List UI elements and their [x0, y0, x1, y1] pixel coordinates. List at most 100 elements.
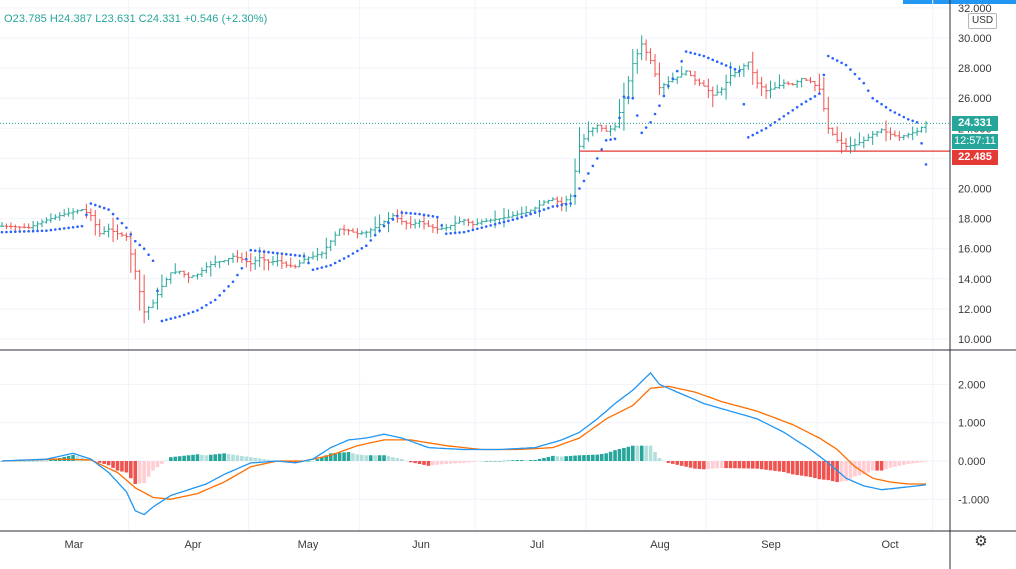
- macd-histogram-bar: [431, 461, 435, 466]
- macd-histogram-bar: [626, 446, 631, 461]
- macd-histogram-bar: [524, 460, 528, 461]
- sar-dot: [893, 111, 897, 114]
- ohlc-bar: [115, 224, 120, 240]
- ohlc-bar: [590, 127, 595, 137]
- sar-dot: [40, 229, 44, 233]
- sar-dot: [595, 157, 599, 160]
- ohlc-bar: [741, 63, 746, 77]
- ohlc-bar: [350, 228, 355, 233]
- macd-histogram-bar: [75, 456, 80, 461]
- ohlc-bar: [53, 214, 58, 220]
- macd-histogram-bar: [391, 457, 395, 461]
- macd-histogram-bar: [679, 461, 684, 466]
- sar-dot: [431, 215, 435, 218]
- time-tick-label: Aug: [650, 539, 670, 551]
- macd-histogram-bar: [502, 460, 506, 462]
- sar-dot: [560, 203, 564, 207]
- sar-dot: [707, 56, 710, 60]
- macd-histogram-bar: [320, 457, 324, 461]
- macd-histogram-bar: [71, 454, 75, 461]
- price-tick-label: 26.000: [958, 93, 992, 105]
- macd-histogram-bar: [773, 461, 777, 471]
- macd-histogram-bar: [133, 461, 138, 484]
- macd-histogram-bar: [533, 460, 537, 461]
- sar-dot: [742, 102, 746, 106]
- macd-histogram-bar: [706, 461, 711, 469]
- sar-dot: [240, 266, 244, 270]
- sar-dot: [133, 239, 137, 243]
- sar-dot: [689, 51, 692, 54]
- sar-dot: [609, 138, 612, 141]
- macd-histogram-bar: [542, 457, 546, 461]
- macd-histogram-bar: [342, 452, 346, 461]
- sar-dot: [436, 215, 439, 219]
- sar-dot: [320, 266, 324, 269]
- macd-histogram-bar: [44, 460, 49, 462]
- macd-histogram-bar: [124, 461, 129, 473]
- macd-histogram-bar: [466, 461, 471, 463]
- ohlc-bar: [164, 277, 169, 287]
- price-pane: [0, 35, 950, 324]
- ohlc-bar: [462, 218, 466, 226]
- macd-histogram-bar: [222, 453, 226, 461]
- ohlc-bar: [821, 76, 826, 112]
- currency-button[interactable]: USD: [968, 13, 998, 29]
- macd-histogram-bar: [448, 461, 453, 464]
- macd-histogram-bar: [608, 451, 613, 461]
- sar-dot: [529, 212, 532, 216]
- sar-dot: [622, 95, 626, 98]
- sar-dot: [191, 310, 195, 314]
- macd-histogram-bar: [328, 453, 333, 461]
- ohlc-bar: [799, 77, 804, 88]
- sar-dot: [720, 62, 723, 65]
- sar-dot: [471, 228, 475, 232]
- time-tick-label: Oct: [881, 539, 898, 551]
- sar-dot: [418, 212, 421, 216]
- sar-dot: [302, 254, 306, 258]
- ohlc-bar: [697, 78, 702, 87]
- sar-dot: [49, 228, 53, 232]
- macd-tick-label: 0.000: [958, 456, 986, 468]
- macd-histogram-bar: [373, 455, 377, 461]
- ohlc-bar: [168, 272, 173, 285]
- macd-histogram-bar: [235, 455, 240, 461]
- ohlc-bar: [217, 260, 222, 269]
- ohlc-bar: [639, 35, 644, 61]
- macd-histogram-bar: [346, 452, 351, 461]
- ohlc-bar: [71, 208, 76, 220]
- ohlc-bar: [550, 197, 555, 202]
- countdown-label: 12:57:11: [952, 134, 998, 149]
- signal-line: [1, 385, 926, 500]
- sar-dot: [569, 202, 572, 205]
- macd-histogram-bar: [493, 461, 497, 462]
- ohlc-bar: [186, 272, 191, 284]
- sar-dot: [200, 306, 204, 310]
- macd-histogram-bar: [839, 461, 844, 482]
- ohlc-bar: [315, 247, 320, 261]
- macd-histogram-bar: [0, 461, 4, 462]
- ohlc-bar: [706, 78, 711, 99]
- macd-histogram-bar: [866, 461, 871, 473]
- sar-dot: [356, 249, 359, 253]
- sar-dot: [889, 108, 892, 112]
- ohlc-bar: [537, 199, 542, 218]
- gear-icon[interactable]: ⚙: [974, 533, 988, 550]
- sar-dot: [120, 221, 124, 225]
- ohlc-bar: [146, 306, 151, 320]
- sar-dot: [751, 133, 755, 137]
- macd-histogram-bar: [631, 445, 635, 461]
- ohlc-bar: [359, 230, 364, 235]
- macd-line: [1, 371, 927, 516]
- ohlc-bar: [515, 210, 520, 219]
- ohlc-bar: [333, 231, 338, 246]
- macd-histogram-bar: [915, 461, 919, 463]
- ohlc-bar: [897, 131, 902, 142]
- sar-dot: [245, 257, 248, 261]
- ohlc-bar: [759, 76, 764, 97]
- macd-tick-label: -1.000: [958, 494, 989, 506]
- ohlc-bar: [648, 48, 653, 65]
- ohlc-bar: [444, 223, 449, 232]
- sar-dot: [400, 211, 404, 214]
- ohlc-bar: [768, 80, 773, 99]
